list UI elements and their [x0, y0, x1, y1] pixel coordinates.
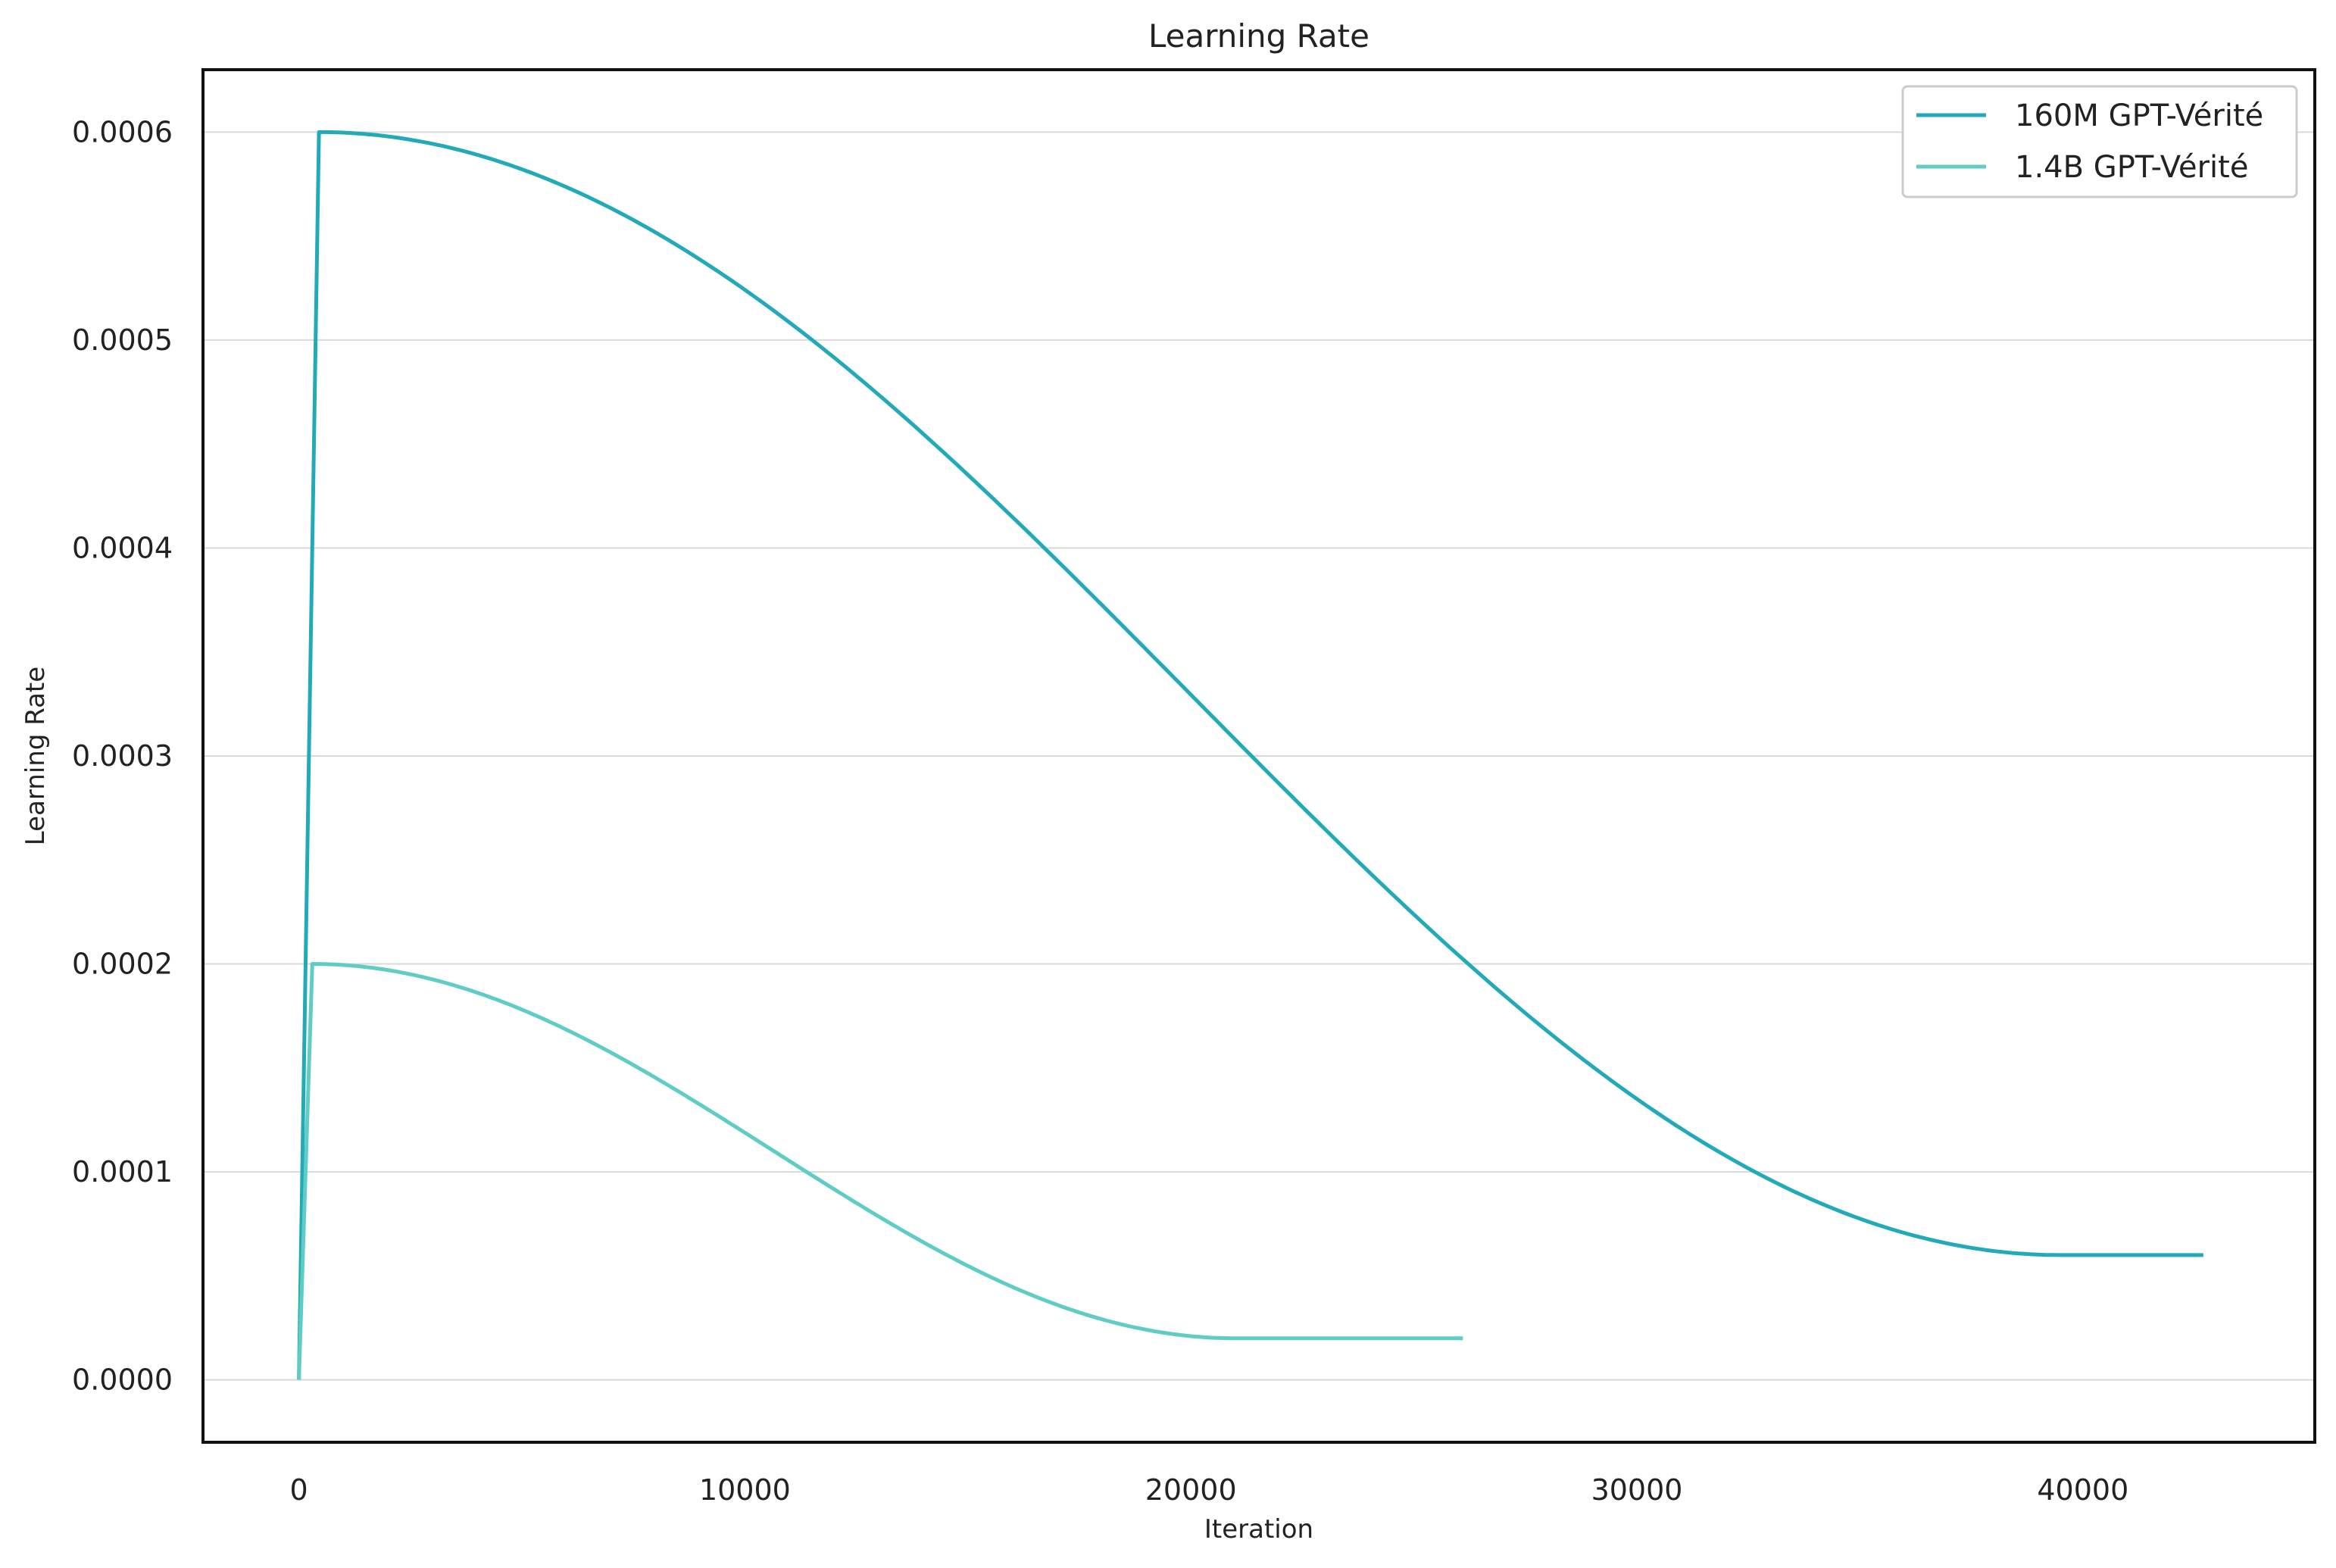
- y-tick-label: 0.0003: [72, 739, 173, 773]
- x-tick-label: 40000: [2037, 1473, 2128, 1507]
- legend-box: [1901, 85, 2298, 198]
- y-tick-label: 0.0004: [72, 531, 173, 564]
- x-tick-labels: 0 10000 20000 30000 40000: [289, 1473, 2128, 1507]
- series-line-1: [297, 130, 2203, 1380]
- chart-title: Learning Rate: [1148, 17, 1369, 55]
- x-tick-label: 30000: [1591, 1473, 1683, 1507]
- y-tick-label: 0.0006: [72, 115, 173, 148]
- y-tick-label: 0.0005: [72, 323, 173, 357]
- legend-label-2: 1.4B GPT-Vérité: [2015, 150, 2248, 185]
- legend: 160M GPT-Vérité 1.4B GPT-Vérité: [1901, 85, 2298, 198]
- x-axis-title: Iteration: [1204, 1514, 1313, 1545]
- y-tick-label: 0.0002: [72, 948, 173, 981]
- y-tick-label: 0.0000: [72, 1363, 173, 1397]
- grid-lines: [203, 131, 2315, 1381]
- series-lines: [297, 130, 2203, 1380]
- legend-label-1: 160M GPT-Vérité: [2015, 98, 2263, 133]
- x-tick-label: 10000: [699, 1473, 791, 1507]
- y-axis-title: Learning Rate: [20, 667, 51, 845]
- plot-frame: [201, 68, 2316, 1444]
- x-tick-label: 0: [289, 1473, 308, 1507]
- series-line-2: [297, 962, 1463, 1380]
- x-tick-label: 20000: [1145, 1473, 1237, 1507]
- y-tick-label: 0.0001: [72, 1155, 173, 1188]
- y-tick-labels: 0.0000 0.0001 0.0002 0.0003 0.0004 0.0005 0.00…: [72, 115, 173, 1396]
